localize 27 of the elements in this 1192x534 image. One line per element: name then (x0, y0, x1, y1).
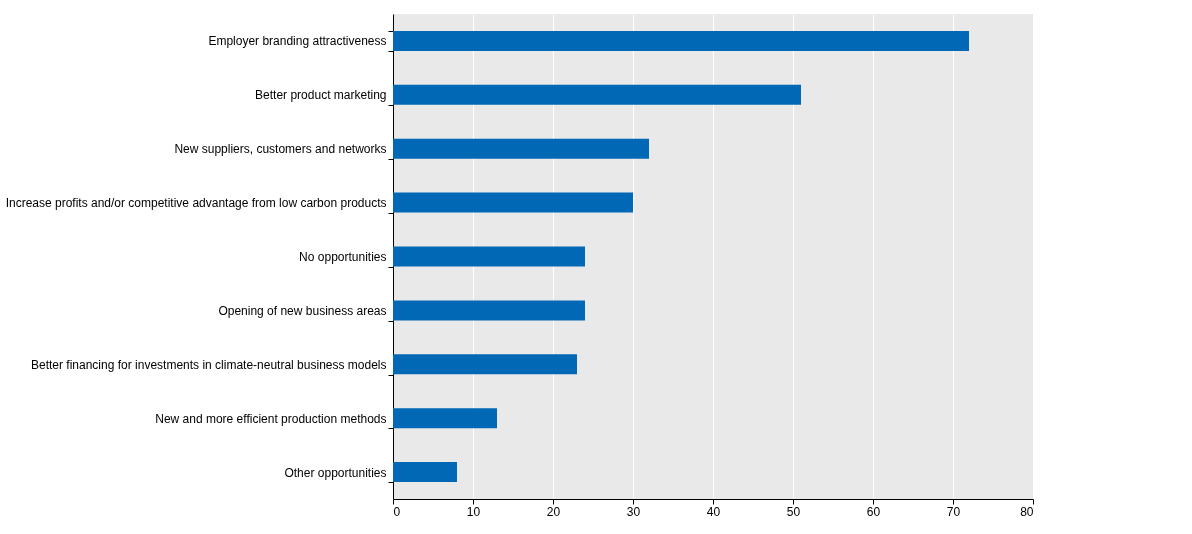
bar (393, 84, 801, 105)
x-tick-label: 50 (786, 504, 801, 519)
y-tick-label: Opening of new business areas (218, 303, 387, 318)
bar (393, 138, 649, 159)
y-tick-label: Better product marketing (255, 88, 387, 103)
y-tick-label: Better financing for investments in climate-neutral business models (31, 357, 387, 372)
y-tick-label: New suppliers, customers and networks (174, 142, 387, 157)
x-tick-label: 10 (466, 504, 481, 519)
y-tick-label: New and more efficient production methods (155, 411, 387, 426)
x-tick-label: 30 (626, 504, 641, 519)
bar (393, 30, 969, 51)
bar (393, 192, 633, 213)
y-tick-label: Other opportunities (284, 465, 387, 480)
x-tick-label: 80 (1020, 504, 1034, 519)
x-tick-label: 20 (546, 504, 561, 519)
y-tick-label: Employer branding attractiveness (208, 34, 387, 49)
y-tick-label: Increase profits and/or competitive advantage from low carbon products (5, 196, 387, 211)
x-tick-label: 40 (706, 504, 721, 519)
bar (393, 354, 577, 375)
x-tick-label: 0 (393, 504, 401, 519)
bar (393, 300, 585, 321)
x-tick-label: 60 (866, 504, 881, 519)
bar (393, 246, 585, 267)
bar (393, 408, 497, 429)
x-tick-label: 70 (946, 504, 961, 519)
y-tick-label: No opportunities (299, 250, 387, 264)
bar (393, 462, 457, 483)
